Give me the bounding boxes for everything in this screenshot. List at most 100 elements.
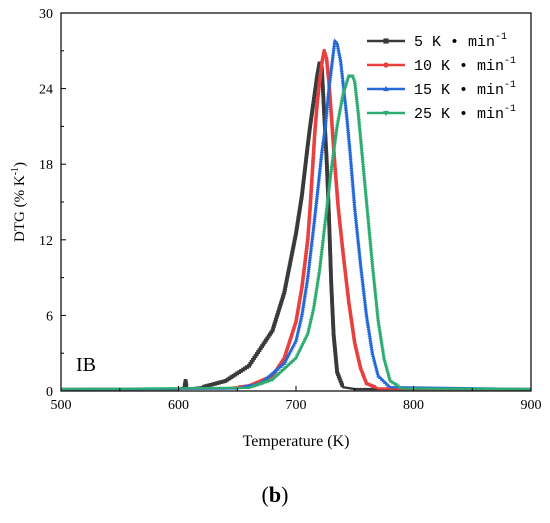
data-point [387, 377, 392, 382]
data-point [302, 175, 306, 180]
data-point [327, 81, 332, 86]
data-point [286, 268, 291, 272]
data-point [353, 87, 358, 92]
data-point [288, 348, 293, 353]
data-point [313, 204, 318, 209]
data-point [284, 281, 288, 286]
data-point [361, 290, 366, 295]
data-point [327, 228, 332, 233]
data-point [352, 80, 357, 85]
data-point [378, 335, 383, 340]
data-point [362, 179, 367, 184]
data-point [287, 350, 292, 355]
data-point [364, 198, 369, 202]
data-point [302, 170, 307, 175]
data-point [346, 131, 351, 136]
data-point [298, 319, 303, 324]
data-point [333, 352, 338, 357]
data-point [376, 324, 382, 329]
data-point [313, 292, 319, 296]
data-point [326, 86, 331, 91]
data-point [299, 315, 304, 320]
data-point [332, 40, 337, 45]
data-point [328, 242, 332, 247]
data-point [324, 146, 328, 151]
data-point [319, 149, 324, 154]
data-point [383, 362, 388, 367]
data-point [320, 77, 325, 82]
data-point [324, 110, 329, 115]
data-point [359, 269, 364, 274]
data-point [320, 244, 325, 249]
data-point [295, 220, 300, 225]
data-point [318, 158, 323, 163]
data-point [323, 121, 328, 126]
data-point [334, 127, 339, 132]
data-point [296, 218, 300, 223]
legend-item-25: 25 K • min-1 [367, 104, 516, 123]
data-point [323, 139, 328, 144]
data-point [300, 310, 305, 315]
data-point [325, 97, 330, 102]
data-point [329, 277, 333, 282]
data-point [334, 359, 338, 363]
data-point [355, 233, 360, 238]
data-point [368, 243, 373, 248]
data-point [333, 354, 338, 359]
data-point [330, 302, 335, 307]
series-10 [61, 48, 531, 391]
data-point [329, 164, 334, 169]
data-point [356, 246, 362, 251]
data-point [309, 243, 314, 248]
data-point [356, 244, 361, 249]
data-point [221, 379, 226, 384]
data-point [317, 272, 322, 276]
data-point [331, 320, 335, 325]
data-point [370, 268, 375, 272]
data-point [349, 172, 355, 176]
data-point [328, 258, 333, 263]
data-point [298, 317, 303, 322]
data-point [335, 124, 340, 129]
data-point [309, 314, 315, 319]
data-point [353, 212, 358, 217]
data-point [204, 384, 209, 388]
data-point [374, 304, 379, 309]
data-point [281, 293, 286, 297]
x-tick-label: 700 [286, 398, 307, 413]
legend-unit: K • min [441, 106, 504, 123]
data-point [314, 197, 319, 202]
data-point [307, 256, 312, 261]
data-point [296, 329, 301, 333]
data-point [363, 189, 368, 193]
data-point [302, 293, 308, 297]
data-point [363, 308, 369, 313]
data-point [325, 95, 331, 100]
data-point [184, 383, 189, 388]
data-point [330, 298, 334, 302]
data-point [362, 294, 367, 299]
data-point [319, 249, 324, 253]
data-point [317, 170, 322, 175]
data-point [322, 114, 327, 119]
data-point [321, 102, 326, 107]
data-point [322, 133, 327, 138]
data-point [330, 307, 335, 311]
data-point [379, 344, 385, 349]
data-point [325, 198, 330, 203]
data-point [320, 147, 325, 151]
data-point [352, 208, 358, 213]
legend-swatch-marker [383, 62, 389, 68]
data-point [301, 299, 307, 304]
data-point [315, 74, 320, 78]
data-point [293, 236, 297, 240]
data-point [323, 214, 328, 219]
data-point [368, 245, 373, 250]
data-point [319, 253, 324, 258]
data-point [346, 135, 351, 140]
data-point [298, 202, 303, 207]
data-point [356, 114, 361, 119]
data-point [307, 325, 312, 330]
data-point [321, 135, 326, 140]
data-point [386, 375, 391, 379]
